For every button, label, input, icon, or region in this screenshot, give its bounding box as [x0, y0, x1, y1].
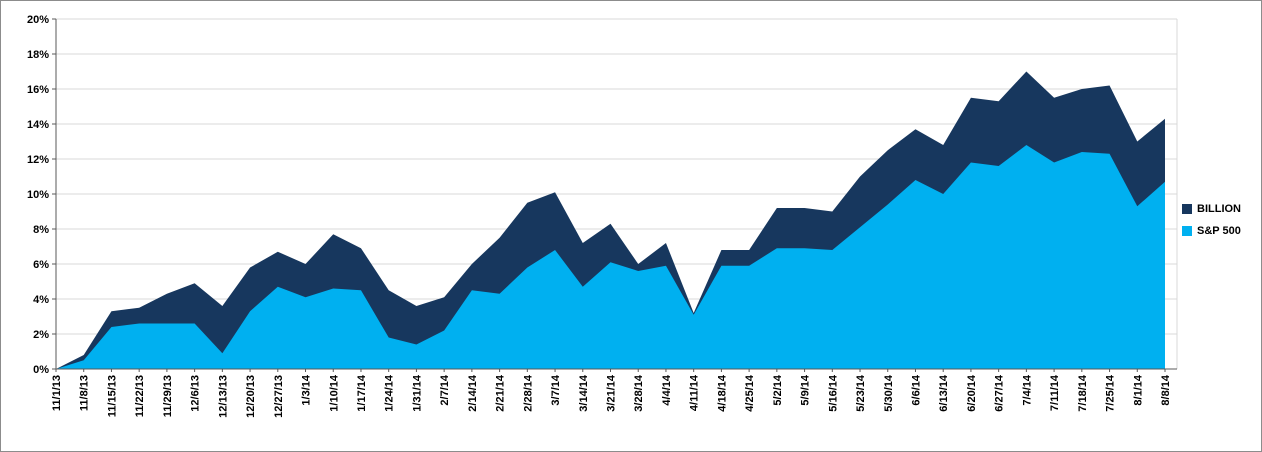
y-tick-label: 0% [33, 364, 49, 376]
x-tick-label: 3/21/14 [606, 374, 618, 412]
x-tick-label: 1/24/14 [384, 374, 396, 412]
x-tick-label: 3/7/14 [550, 374, 562, 405]
legend-item-sp500: S&P 500 [1182, 225, 1241, 237]
x-tick-label: 1/17/14 [356, 374, 368, 412]
x-tick-label: 6/27/14 [994, 374, 1006, 412]
x-tick-label: 4/11/14 [689, 374, 701, 411]
x-tick-label: 5/23/14 [855, 374, 867, 412]
x-tick-label: 8/1/14 [1132, 374, 1144, 405]
x-tick-label: 5/9/14 [800, 374, 812, 405]
x-tick-label: 8/8/14 [1160, 374, 1172, 405]
x-tick-label: 11/15/13 [106, 375, 118, 417]
x-tick-label: 12/20/13 [245, 375, 257, 418]
area-series-1 [56, 145, 1165, 369]
x-tick-label: 2/28/14 [522, 374, 534, 412]
x-tick-label: 7/25/14 [1105, 374, 1117, 412]
billion-series-label: BILLION [1197, 203, 1241, 215]
x-tick-label: 6/20/14 [966, 374, 978, 412]
sp500-series-label: S&P 500 [1197, 225, 1241, 237]
x-tick-label: 3/28/14 [633, 374, 645, 412]
x-tick-label: 2/21/14 [495, 374, 507, 412]
x-tick-label: 4/18/14 [716, 374, 728, 412]
y-tick-label: 10% [27, 189, 49, 201]
y-tick-label: 12% [27, 154, 49, 166]
sp500-series-swatch [1182, 226, 1192, 236]
y-tick-label: 8% [33, 224, 49, 236]
x-tick-label: 1/3/14 [301, 374, 313, 405]
x-tick-label: 5/16/14 [827, 374, 839, 412]
x-tick-label: 7/18/14 [1077, 374, 1089, 412]
x-tick-label: 2/7/14 [439, 374, 451, 405]
y-tick-label: 20% [27, 14, 49, 26]
x-tick-label: 11/29/13 [162, 375, 174, 417]
x-tick-label: 5/30/14 [883, 374, 895, 412]
x-tick-label: 11/8/13 [79, 375, 91, 411]
x-tick-label: 5/2/14 [772, 374, 784, 405]
x-tick-label: 7/4/14 [1021, 374, 1033, 405]
y-tick-label: 16% [27, 84, 49, 96]
billion-series-swatch [1182, 204, 1192, 214]
x-tick-label: 7/11/14 [1049, 374, 1061, 411]
y-tick-label: 14% [27, 119, 49, 131]
chart-legend: BILLION S&P 500 [1182, 203, 1241, 237]
x-tick-label: 12/6/13 [190, 375, 202, 412]
y-tick-label: 2% [33, 329, 49, 341]
y-tick-label: 6% [33, 259, 49, 271]
x-tick-label: 12/13/13 [217, 375, 229, 418]
x-tick-label: 11/22/13 [134, 375, 146, 417]
x-tick-label: 3/14/14 [578, 374, 590, 412]
x-tick-label: 1/10/14 [328, 374, 340, 412]
x-tick-label: 6/13/14 [938, 374, 950, 412]
y-tick-label: 4% [33, 294, 49, 306]
x-tick-label: 12/27/13 [273, 375, 285, 418]
x-tick-label: 6/6/14 [910, 374, 922, 405]
x-tick-label: 4/4/14 [661, 374, 673, 405]
y-tick-label: 18% [27, 49, 49, 61]
x-tick-label: 1/31/14 [411, 374, 423, 412]
legend-item-billion: BILLION [1182, 203, 1241, 215]
x-tick-label: 11/1/13 [51, 375, 63, 411]
x-tick-label: 4/25/14 [744, 374, 756, 412]
x-tick-label: 2/14/14 [467, 374, 479, 412]
